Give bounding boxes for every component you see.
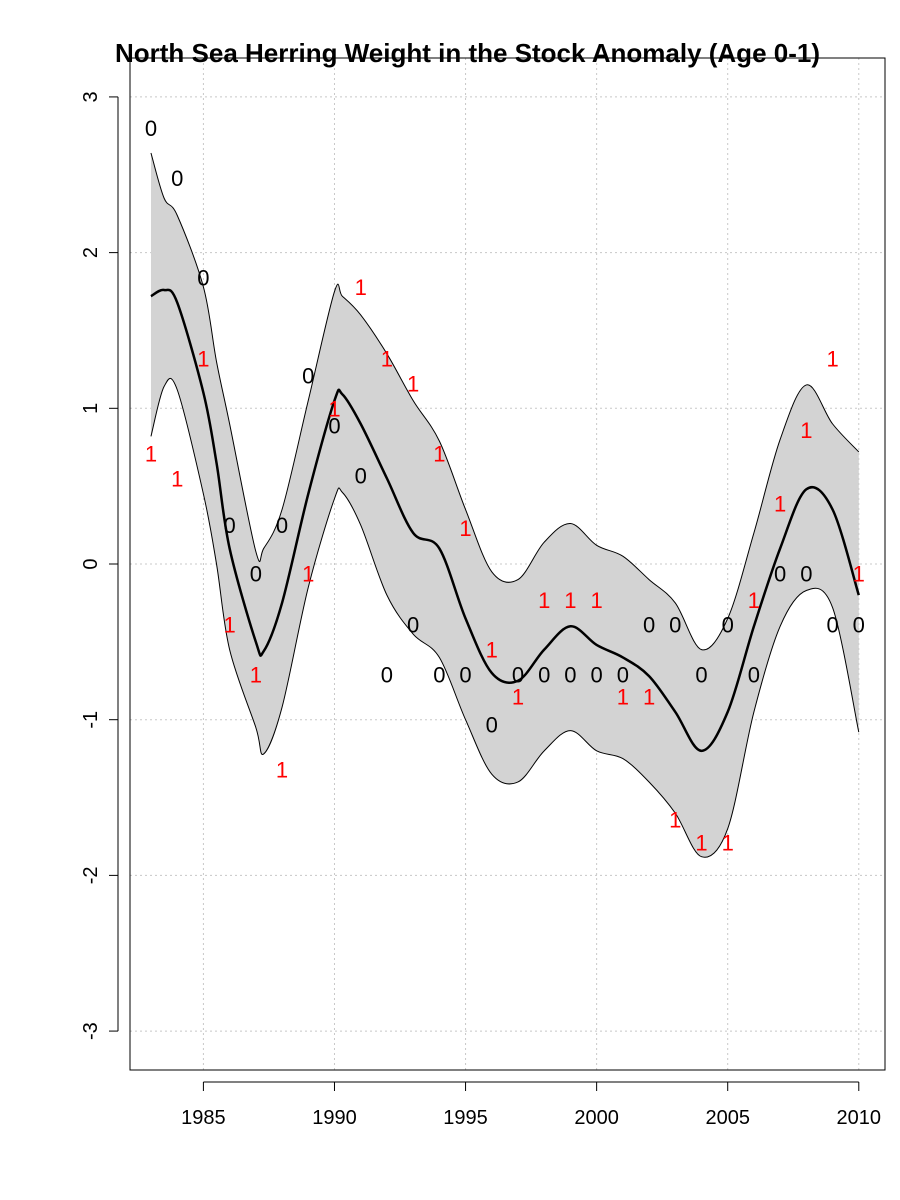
data-point-label-0: 0 <box>328 413 340 438</box>
data-point-label-0: 0 <box>538 663 550 688</box>
data-point-label-0: 0 <box>617 663 629 688</box>
confidence-band <box>150 152 860 858</box>
y-tick-label: 2 <box>80 247 102 258</box>
data-point-label-0: 0 <box>564 663 576 688</box>
smooth-line <box>150 288 860 753</box>
y-tick-label: 3 <box>80 91 102 102</box>
x-tick-label: 1985 <box>181 1107 226 1129</box>
data-point-label-1: 1 <box>800 418 812 443</box>
data-point-label-1: 1 <box>591 588 603 613</box>
y-tick-label: -1 <box>80 711 102 729</box>
confidence-band-fill <box>150 152 859 858</box>
upper-bound-line <box>150 152 860 651</box>
data-point-label-1: 1 <box>459 516 471 541</box>
data-point-label-1: 1 <box>197 346 209 371</box>
data-point-label-0: 0 <box>355 463 367 488</box>
data-point-label-1: 1 <box>695 831 707 856</box>
data-point-label-0: 0 <box>853 613 865 638</box>
data-point-label-0: 0 <box>591 663 603 688</box>
data-point-label-1: 1 <box>328 396 340 421</box>
data-point-label-1: 1 <box>145 441 157 466</box>
y-tick-label: 0 <box>80 558 102 569</box>
data-point-label-0: 0 <box>669 613 681 638</box>
chart-title: North Sea Herring Weight in the Stock An… <box>115 38 820 68</box>
y-tick-label: -3 <box>80 1022 102 1040</box>
data-point-label-1: 1 <box>774 491 786 516</box>
data-point-label-0: 0 <box>433 663 445 688</box>
x-tick-label: 2010 <box>837 1107 882 1129</box>
data-point-label-1: 1 <box>748 588 760 613</box>
data-point-label-1: 1 <box>171 466 183 491</box>
data-point-label-0: 0 <box>407 613 419 638</box>
data-point-label-1: 1 <box>433 441 445 466</box>
data-point-label-0: 0 <box>774 561 786 586</box>
x-tick-label: 2005 <box>705 1107 750 1129</box>
data-point-label-1: 1 <box>486 638 498 663</box>
data-point-label-1: 1 <box>853 561 865 586</box>
data-point-label-1: 1 <box>512 684 524 709</box>
data-point-label-0: 0 <box>223 513 235 538</box>
data-point-label-0: 0 <box>800 561 812 586</box>
data-point-label-1: 1 <box>722 831 734 856</box>
data-point-label-0: 0 <box>381 663 393 688</box>
data-point-label-0: 0 <box>145 116 157 141</box>
data-point-label-0: 0 <box>722 613 734 638</box>
x-tick-label: 1995 <box>443 1107 488 1129</box>
x-tick-label: 1990 <box>312 1107 357 1129</box>
y-tick-label: -2 <box>80 866 102 884</box>
data-point-label-1: 1 <box>407 371 419 396</box>
data-point-label-0: 0 <box>302 364 314 389</box>
data-point-label-1: 1 <box>355 275 367 300</box>
data-point-label-0: 0 <box>826 613 838 638</box>
data-point-label-0: 0 <box>459 663 471 688</box>
data-point-label-0: 0 <box>486 712 498 737</box>
data-point-label-1: 1 <box>250 663 262 688</box>
y-tick-label: 1 <box>80 403 102 414</box>
data-point-label-1: 1 <box>381 346 393 371</box>
lower-bound-line <box>150 377 860 858</box>
data-point-label-0: 0 <box>643 613 655 638</box>
data-point-label-1: 1 <box>826 346 838 371</box>
data-point-label-1: 1 <box>643 684 655 709</box>
data-point-label-0: 0 <box>197 266 209 291</box>
data-point-label-0: 0 <box>276 513 288 538</box>
data-point-label-1: 1 <box>302 561 314 586</box>
data-point-label-1: 1 <box>669 807 681 832</box>
data-point-label-1: 1 <box>564 588 576 613</box>
data-point-label-0: 0 <box>171 166 183 191</box>
x-tick-label: 2000 <box>574 1107 619 1129</box>
data-point-label-1: 1 <box>538 588 550 613</box>
data-point-label-0: 0 <box>512 663 524 688</box>
data-point-label-0: 0 <box>695 663 707 688</box>
data-point-label-0: 0 <box>250 561 262 586</box>
smooth-fit-line <box>150 288 860 753</box>
data-point-label-0: 0 <box>748 663 760 688</box>
plot-frame <box>129 57 886 1071</box>
data-point-label-1: 1 <box>223 613 235 638</box>
data-point-label-1: 1 <box>617 684 629 709</box>
data-point-label-1: 1 <box>276 758 288 783</box>
